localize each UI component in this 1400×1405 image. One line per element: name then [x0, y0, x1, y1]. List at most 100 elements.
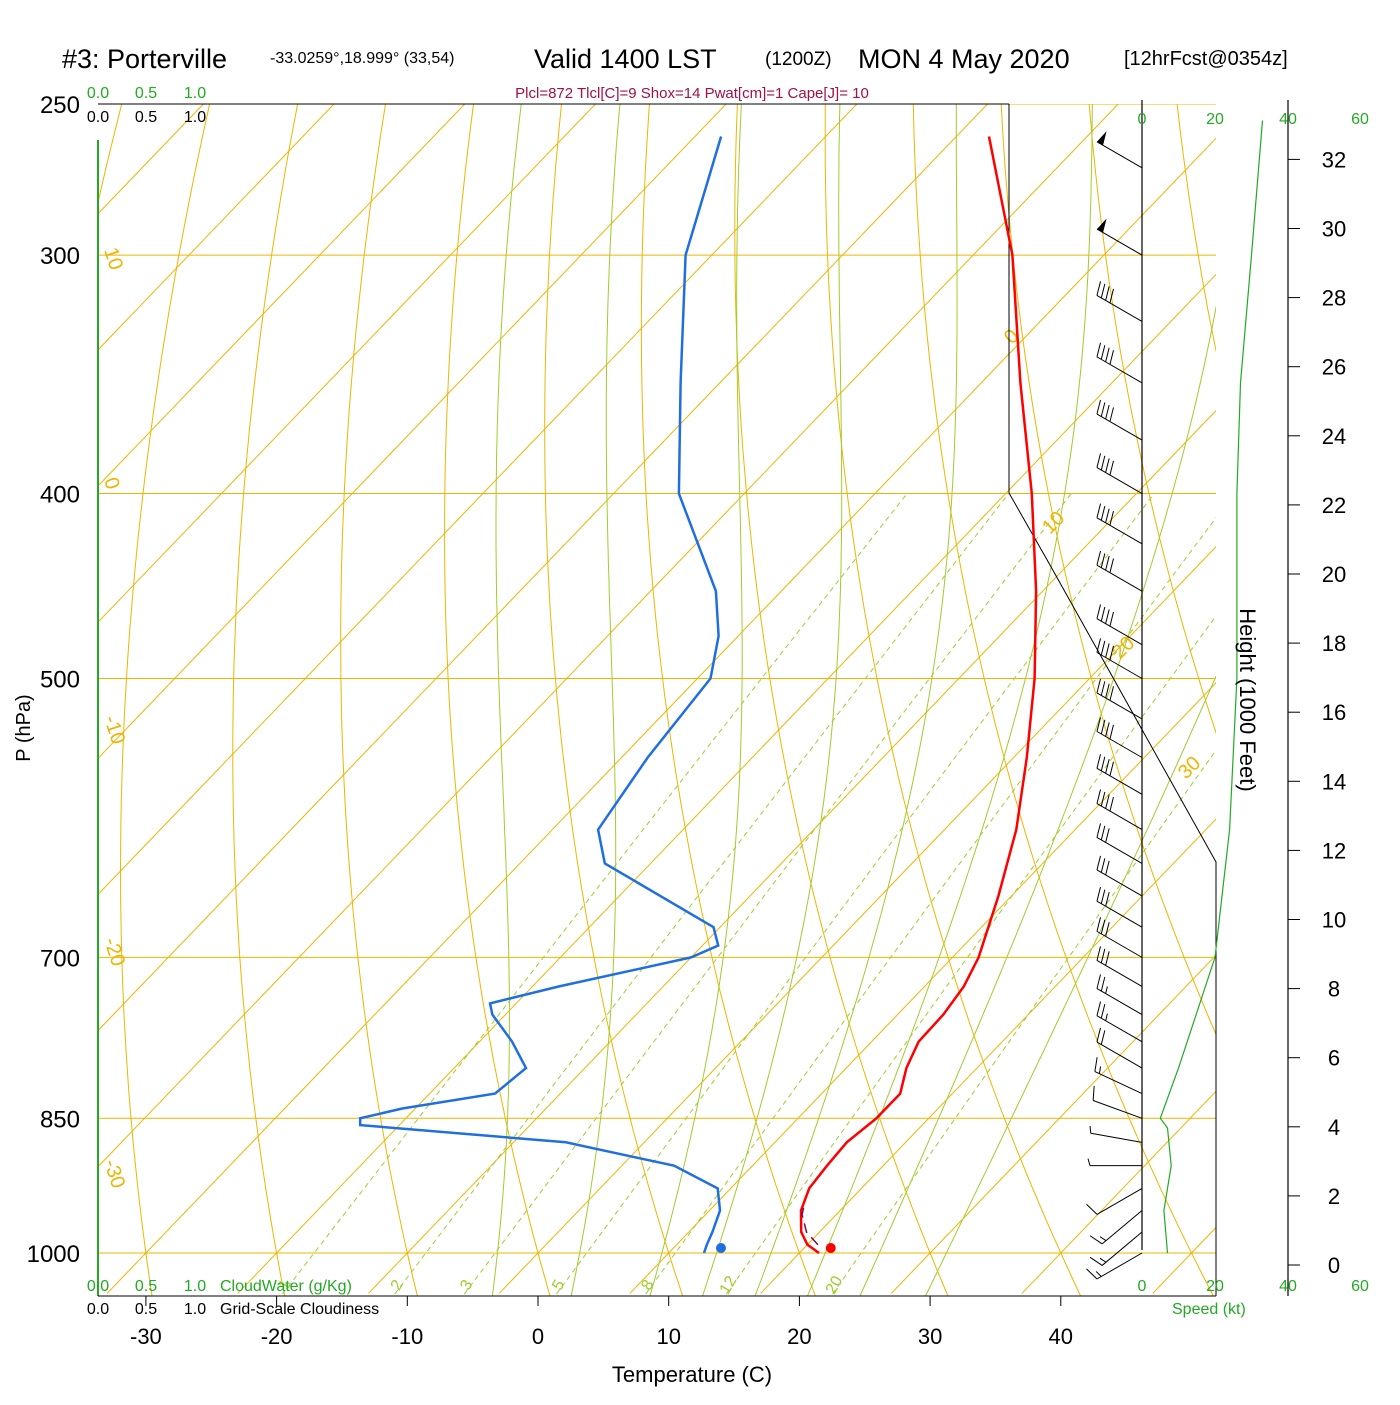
wind-barb-staff	[1097, 768, 1142, 794]
mixing-ratio-line	[551, 494, 1154, 1302]
wind-barb-feather	[1106, 828, 1110, 842]
y-axis-title: P (hPa)	[13, 694, 35, 761]
height-tick-label: 4	[1328, 1115, 1340, 1140]
wind-barb-staff	[1097, 804, 1142, 830]
wind-barb-feather	[1101, 345, 1105, 359]
wind-barb-feather	[1101, 506, 1105, 520]
wind-barb	[1097, 281, 1142, 321]
cloud-tick-label: 0.0	[87, 1301, 109, 1318]
wind-barb-feather	[1097, 917, 1101, 931]
wind-barb	[1095, 1057, 1142, 1093]
x-axis-title: Temperature (C)	[612, 1362, 772, 1387]
wind-barbs	[1087, 131, 1142, 1279]
isotherm-line	[1283, 70, 1400, 1293]
forecast-info: [12hrFcst@0354z]	[1124, 48, 1288, 70]
valid-date: MON 4 May 2020	[858, 44, 1070, 74]
speed-tick-label: 0	[1138, 1278, 1147, 1295]
wind-barb-staff	[1102, 1210, 1142, 1243]
x-tick-label: 0	[532, 1324, 544, 1349]
height-tick-label: 18	[1322, 631, 1346, 656]
stability-indices: Plcl=872 Tlcl[C]=9 Shox=14 Pwat[cm]=1 Ca…	[515, 85, 869, 102]
wind-barb	[1097, 717, 1142, 757]
wind-barb	[1090, 1232, 1142, 1265]
mixing-ratio-label: 20	[823, 1273, 847, 1297]
wind-barb-feather	[1097, 551, 1101, 565]
isotherm-label: 10	[99, 245, 127, 273]
wind-barb-staff	[1097, 414, 1142, 440]
wind-barb-feather	[1106, 348, 1110, 362]
wind-barb-feather	[1101, 554, 1105, 568]
wind-barb-feather	[1101, 949, 1105, 963]
x-tick-label: 10	[656, 1324, 680, 1349]
wind-barb-feather	[1101, 641, 1105, 655]
cloud-tick-label: 0.5	[135, 1301, 157, 1318]
dry-adiabat-line	[1348, 70, 1400, 1301]
wind-barb-staff	[1095, 1072, 1142, 1094]
isotherm-line	[891, 70, 1400, 1293]
wind-barb-staff	[1097, 989, 1142, 1015]
wind-barb-half-feather	[1106, 1014, 1108, 1021]
isotherm-line	[761, 70, 1400, 1293]
speed-tick-label: 60	[1351, 1278, 1369, 1295]
wind-barb	[1097, 453, 1142, 493]
wind-barb	[1097, 1028, 1142, 1068]
wind-barb-half-feather	[1099, 1067, 1100, 1074]
wind-barb-half-feather	[1096, 1271, 1101, 1276]
height-tick-label: 22	[1322, 493, 1346, 518]
speed-tick-label: 40	[1279, 1278, 1297, 1295]
wind-barb-feather	[1101, 826, 1105, 840]
wind-barb-feather	[1097, 974, 1101, 988]
height-tick-label: 28	[1322, 286, 1346, 311]
height-tick-label: 16	[1322, 700, 1346, 725]
wind-barb-feather	[1110, 725, 1114, 739]
cloud-tick-label: 1.0	[184, 85, 206, 102]
height-tick-label: 2	[1328, 1184, 1340, 1209]
wind-barb-feather	[1110, 797, 1114, 811]
wind-barb-feather	[1097, 343, 1101, 357]
wind-barb-staff	[1097, 731, 1142, 757]
wind-barb-feather	[1101, 607, 1105, 621]
height-axis-title: Height (1000 Feet)	[1235, 608, 1260, 791]
wind-barb-feather	[1097, 453, 1101, 467]
wind-barb-feather	[1097, 1028, 1101, 1042]
pressure-tick-label: 700	[40, 945, 80, 972]
height-tick-label: 24	[1322, 424, 1346, 449]
wind-barb-feather	[1101, 1004, 1105, 1018]
isotherm-label: -20	[99, 935, 129, 969]
cloud-tick-label: 0.0	[87, 1278, 109, 1295]
height-tick-label: 8	[1328, 977, 1340, 1002]
wind-barb-feather	[1106, 610, 1110, 624]
wind-barb-half-feather	[1090, 1126, 1091, 1133]
wind-barb-staff	[1093, 1101, 1142, 1119]
wind-barb-feather	[1110, 461, 1114, 475]
wind-barb	[1097, 551, 1142, 591]
wind-barb-staff	[1097, 468, 1142, 494]
wind-barb-feather	[1106, 556, 1110, 570]
wind-barb-half-feather	[1106, 986, 1108, 993]
wind-barb-feather	[1097, 400, 1101, 414]
wind-barb-feather	[1106, 951, 1110, 965]
wind-barb-feather	[1093, 1086, 1094, 1101]
wind-barb-feather	[1101, 456, 1105, 470]
wind-barb	[1087, 1253, 1142, 1279]
wind-barb-half-feather	[1088, 1159, 1090, 1166]
wind-barb-feather	[1106, 286, 1110, 300]
wind-barb-feather	[1101, 977, 1105, 991]
cloud-tick-label: 1.0	[184, 1278, 206, 1295]
wind-barb-feather	[1097, 638, 1101, 652]
mixing-ratio-line	[641, 494, 1235, 1302]
wind-barb-staff	[1097, 1042, 1142, 1068]
mixing-ratio-label: 12	[717, 1273, 741, 1297]
x-tick-label: 30	[918, 1324, 942, 1349]
wind-barb	[1097, 400, 1142, 440]
wind-barb-feather	[1110, 762, 1114, 776]
mixing-ratio-label: 2	[388, 1277, 407, 1293]
station-title: #3: Porterville	[62, 44, 227, 74]
cloud-tick-label: 0.5	[135, 109, 157, 126]
wind-barb-staff	[1097, 518, 1142, 544]
wind-barb-feather	[1097, 504, 1101, 518]
height-tick-label: 12	[1322, 838, 1346, 863]
pressure-tick-label: 250	[40, 92, 80, 119]
